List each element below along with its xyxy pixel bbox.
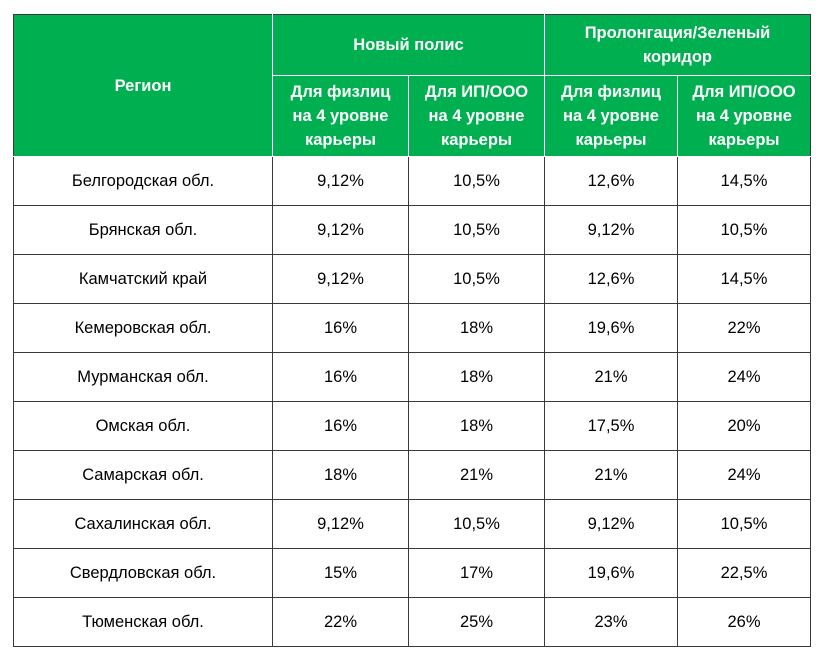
cell-value: 10,5% — [677, 205, 811, 255]
header-new-companies: Для ИП/ООО на 4 уровне карьеры — [408, 75, 545, 157]
cell-value: 9,12% — [544, 499, 678, 549]
table-row: Камчатский край 9,12% 10,5% 12,6% 14,5% — [13, 254, 811, 304]
table-row: Свердловская обл. 15% 17% 19,6% 22,5% — [13, 548, 811, 598]
cell-value: 15% — [272, 548, 409, 598]
cell-value: 21% — [408, 450, 545, 500]
header-group-new-policy: Новый полис — [272, 14, 545, 76]
header-prolong-companies: Для ИП/ООО на 4 уровне карьеры — [677, 75, 811, 157]
cell-value: 9,12% — [272, 156, 409, 206]
cell-value: 18% — [272, 450, 409, 500]
cell-value: 19,6% — [544, 303, 678, 353]
rates-table: Регион Новый полис Пролонгация/Зеленый к… — [13, 14, 811, 647]
cell-value: 10,5% — [408, 499, 545, 549]
cell-value: 26% — [677, 597, 811, 647]
cell-value: 22,5% — [677, 548, 811, 598]
cell-value: 18% — [408, 303, 545, 353]
table-row: Омская обл. 16% 18% 17,5% 20% — [13, 401, 811, 451]
cell-value: 16% — [272, 352, 409, 402]
cell-region: Тюменская обл. — [13, 597, 273, 647]
cell-value: 20% — [677, 401, 811, 451]
cell-value: 22% — [677, 303, 811, 353]
table-row: Брянская обл. 9,12% 10,5% 9,12% 10,5% — [13, 205, 811, 255]
header-group-prolongation: Пролонгация/Зеленый коридор — [544, 14, 811, 76]
cell-value: 19,6% — [544, 548, 678, 598]
cell-value: 10,5% — [677, 499, 811, 549]
cell-region: Брянская обл. — [13, 205, 273, 255]
cell-value: 9,12% — [272, 499, 409, 549]
table-row: Сахалинская обл. 9,12% 10,5% 9,12% 10,5% — [13, 499, 811, 549]
cell-value: 12,6% — [544, 254, 678, 304]
cell-value: 14,5% — [677, 156, 811, 206]
cell-value: 9,12% — [272, 254, 409, 304]
header-prolong-individuals: Для физлиц на 4 уровне карьеры — [544, 75, 678, 157]
cell-value: 22% — [272, 597, 409, 647]
cell-region: Свердловская обл. — [13, 548, 273, 598]
header-new-individuals: Для физлиц на 4 уровне карьеры — [272, 75, 409, 157]
cell-value: 18% — [408, 352, 545, 402]
table-row: Кемеровская обл. 16% 18% 19,6% 22% — [13, 303, 811, 353]
cell-value: 25% — [408, 597, 545, 647]
cell-value: 14,5% — [677, 254, 811, 304]
table-row: Тюменская обл. 22% 25% 23% 26% — [13, 597, 811, 647]
rates-table-container: Регион Новый полис Пролонгация/Зеленый к… — [13, 14, 811, 647]
cell-region: Камчатский край — [13, 254, 273, 304]
cell-value: 10,5% — [408, 254, 545, 304]
table-row: Мурманская обл. 16% 18% 21% 24% — [13, 352, 811, 402]
cell-value: 16% — [272, 303, 409, 353]
cell-value: 23% — [544, 597, 678, 647]
cell-region: Белгородская обл. — [13, 156, 273, 206]
cell-value: 21% — [544, 450, 678, 500]
cell-value: 17,5% — [544, 401, 678, 451]
table-row: Самарская обл. 18% 21% 21% 24% — [13, 450, 811, 500]
cell-value: 16% — [272, 401, 409, 451]
cell-value: 9,12% — [272, 205, 409, 255]
cell-value: 21% — [544, 352, 678, 402]
table-row: Белгородская обл. 9,12% 10,5% 12,6% 14,5… — [13, 156, 811, 206]
cell-value: 24% — [677, 352, 811, 402]
cell-region: Сахалинская обл. — [13, 499, 273, 549]
cell-value: 10,5% — [408, 205, 545, 255]
cell-value: 10,5% — [408, 156, 545, 206]
cell-value: 24% — [677, 450, 811, 500]
table-body: Белгородская обл. 9,12% 10,5% 12,6% 14,5… — [13, 156, 811, 647]
cell-region: Мурманская обл. — [13, 352, 273, 402]
cell-region: Кемеровская обл. — [13, 303, 273, 353]
cell-region: Самарская обл. — [13, 450, 273, 500]
cell-value: 17% — [408, 548, 545, 598]
cell-region: Омская обл. — [13, 401, 273, 451]
table-header: Регион Новый полис Пролонгация/Зеленый к… — [13, 14, 811, 157]
cell-value: 9,12% — [544, 205, 678, 255]
cell-value: 12,6% — [544, 156, 678, 206]
cell-value: 18% — [408, 401, 545, 451]
header-region: Регион — [13, 14, 273, 157]
